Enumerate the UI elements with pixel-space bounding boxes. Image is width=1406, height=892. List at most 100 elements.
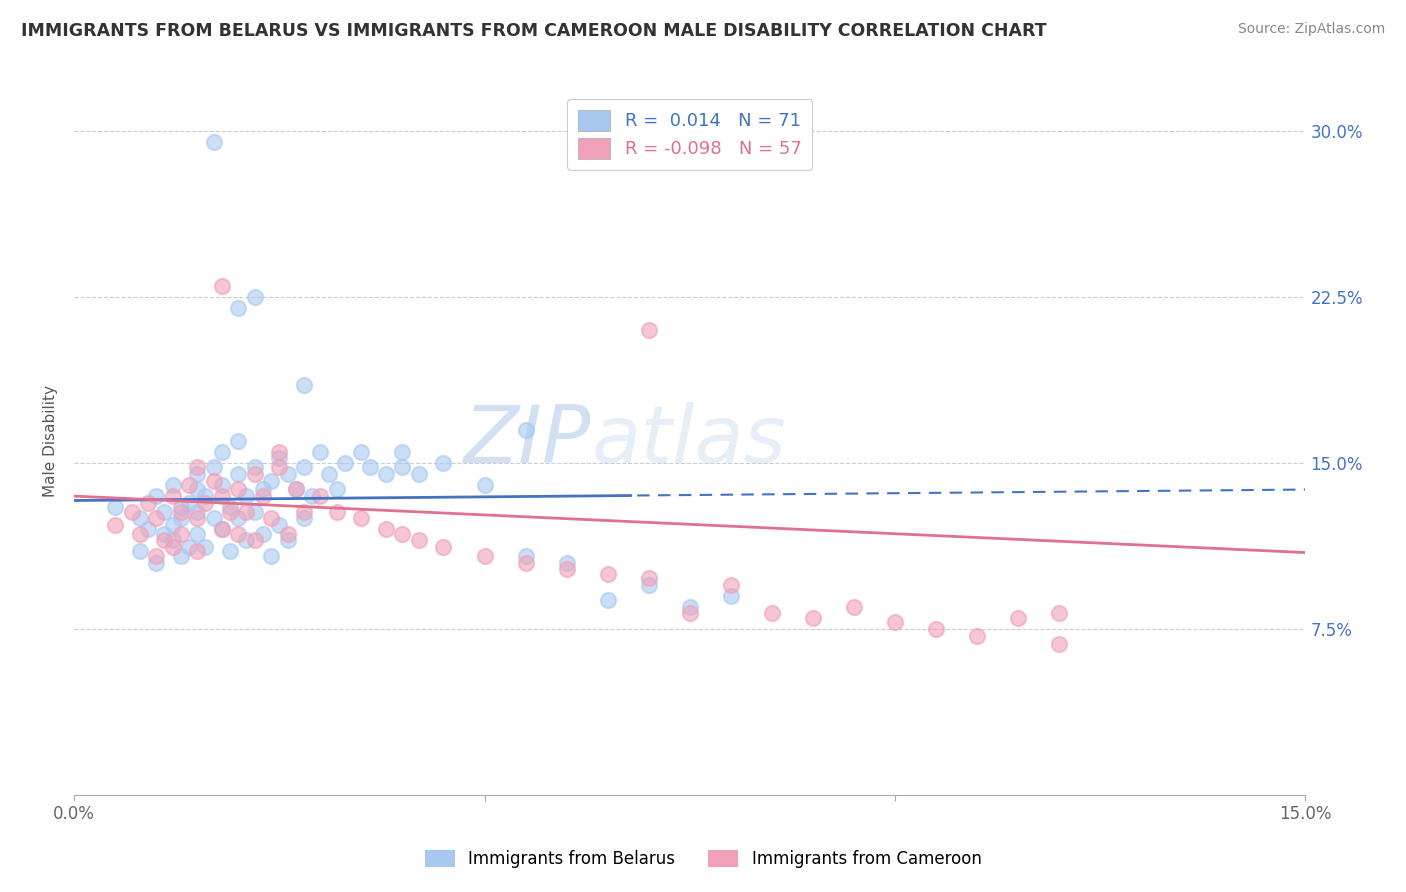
Point xyxy=(801,611,824,625)
Point xyxy=(177,496,200,510)
Point xyxy=(292,511,315,525)
Point xyxy=(153,505,176,519)
Point xyxy=(252,483,274,497)
Point xyxy=(202,511,225,525)
Point xyxy=(153,526,176,541)
Point xyxy=(637,571,659,585)
Point xyxy=(211,489,233,503)
Point xyxy=(350,444,373,458)
Point xyxy=(391,444,413,458)
Point xyxy=(555,562,578,576)
Point xyxy=(153,533,176,548)
Point xyxy=(145,489,167,503)
Point xyxy=(177,540,200,554)
Point xyxy=(432,540,454,554)
Point xyxy=(284,483,307,497)
Point xyxy=(136,496,159,510)
Point xyxy=(162,533,184,548)
Point xyxy=(292,505,315,519)
Point xyxy=(761,607,783,621)
Point xyxy=(252,526,274,541)
Point xyxy=(925,622,948,636)
Legend: R =  0.014   N = 71, R = -0.098   N = 57: R = 0.014 N = 71, R = -0.098 N = 57 xyxy=(567,99,813,169)
Text: IMMIGRANTS FROM BELARUS VS IMMIGRANTS FROM CAMEROON MALE DISABILITY CORRELATION : IMMIGRANTS FROM BELARUS VS IMMIGRANTS FR… xyxy=(21,22,1046,40)
Point xyxy=(145,556,167,570)
Point xyxy=(226,301,249,315)
Point xyxy=(884,615,907,630)
Point xyxy=(219,505,242,519)
Point xyxy=(177,478,200,492)
Point xyxy=(211,478,233,492)
Point xyxy=(104,517,127,532)
Text: Source: ZipAtlas.com: Source: ZipAtlas.com xyxy=(1237,22,1385,37)
Point xyxy=(145,549,167,563)
Point xyxy=(252,489,274,503)
Point xyxy=(194,540,217,554)
Point xyxy=(162,489,184,503)
Point xyxy=(211,444,233,458)
Point xyxy=(121,505,143,519)
Text: ZIP: ZIP xyxy=(464,401,592,480)
Point xyxy=(170,500,193,515)
Point xyxy=(301,489,323,503)
Point xyxy=(276,533,298,548)
Point xyxy=(128,544,150,558)
Point xyxy=(235,489,257,503)
Point xyxy=(966,629,988,643)
Point xyxy=(194,496,217,510)
Point xyxy=(226,483,249,497)
Point xyxy=(219,544,242,558)
Point xyxy=(211,522,233,536)
Point xyxy=(226,434,249,448)
Point xyxy=(326,505,349,519)
Point xyxy=(162,540,184,554)
Point xyxy=(391,460,413,475)
Point xyxy=(202,460,225,475)
Point xyxy=(515,423,537,437)
Point xyxy=(637,323,659,337)
Point xyxy=(186,511,208,525)
Point xyxy=(720,589,742,603)
Point xyxy=(269,451,291,466)
Point xyxy=(637,577,659,591)
Point xyxy=(432,456,454,470)
Point xyxy=(1047,607,1070,621)
Point xyxy=(260,549,283,563)
Point xyxy=(408,533,430,548)
Point xyxy=(170,526,193,541)
Point xyxy=(186,526,208,541)
Point xyxy=(186,483,208,497)
Point xyxy=(211,522,233,536)
Point xyxy=(162,478,184,492)
Point xyxy=(596,593,619,607)
Point xyxy=(276,467,298,481)
Point xyxy=(243,467,266,481)
Point xyxy=(350,511,373,525)
Point xyxy=(226,526,249,541)
Point xyxy=(1007,611,1029,625)
Point xyxy=(375,522,398,536)
Legend: Immigrants from Belarus, Immigrants from Cameroon: Immigrants from Belarus, Immigrants from… xyxy=(418,843,988,875)
Point xyxy=(555,556,578,570)
Point xyxy=(842,599,865,614)
Point xyxy=(679,599,702,614)
Point xyxy=(260,474,283,488)
Point xyxy=(211,278,233,293)
Point xyxy=(309,444,332,458)
Point xyxy=(162,517,184,532)
Point xyxy=(170,511,193,525)
Point xyxy=(260,511,283,525)
Point xyxy=(292,460,315,475)
Point xyxy=(408,467,430,481)
Y-axis label: Male Disability: Male Disability xyxy=(44,384,58,497)
Point xyxy=(104,500,127,515)
Point xyxy=(170,549,193,563)
Point xyxy=(170,505,193,519)
Point xyxy=(186,505,208,519)
Point xyxy=(679,607,702,621)
Point xyxy=(276,526,298,541)
Point xyxy=(243,460,266,475)
Point xyxy=(333,456,356,470)
Point xyxy=(186,460,208,475)
Point xyxy=(474,478,496,492)
